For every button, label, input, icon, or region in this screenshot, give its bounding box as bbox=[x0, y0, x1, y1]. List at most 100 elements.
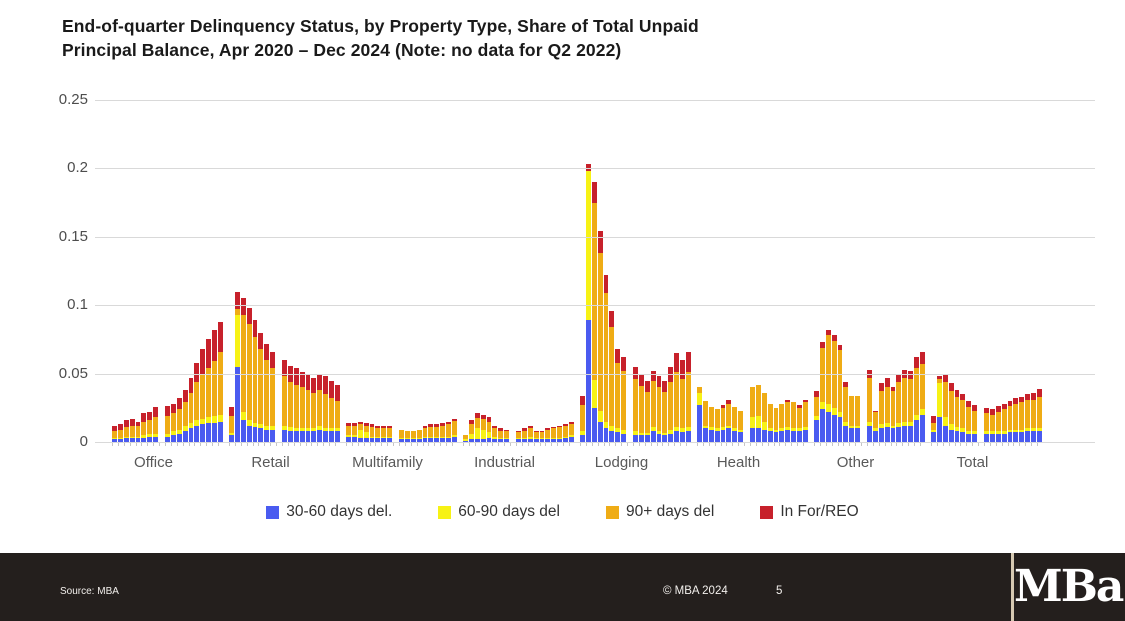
quarter-bar bbox=[960, 100, 966, 446]
bar-segment bbox=[212, 361, 218, 417]
bar-segment bbox=[831, 407, 837, 415]
bar-segment bbox=[995, 431, 1001, 434]
bar-segment bbox=[989, 433, 995, 442]
bar-segment bbox=[702, 428, 708, 442]
bar-segment bbox=[498, 437, 504, 440]
bar-segment bbox=[452, 436, 457, 442]
x-axis-group-label: Office bbox=[134, 454, 173, 471]
quarter-bar bbox=[744, 100, 749, 446]
bar-segment bbox=[914, 368, 920, 415]
bar-segment bbox=[686, 427, 691, 432]
chart-title-line1: End-of-quarter Delinquency Status, by Pr… bbox=[62, 16, 699, 36]
bar-segment bbox=[182, 390, 188, 403]
bar-segment bbox=[240, 420, 246, 442]
bar-segment bbox=[708, 406, 714, 428]
bar-segment bbox=[819, 342, 825, 348]
bar-segment bbox=[335, 431, 340, 442]
bar-segment bbox=[545, 428, 551, 430]
quarter-bar bbox=[902, 100, 908, 446]
legend-item: 60-90 days del bbox=[438, 503, 560, 521]
bar-segment bbox=[557, 437, 563, 440]
bar-segment bbox=[984, 433, 989, 442]
bar-segment bbox=[504, 437, 510, 440]
bar-segment bbox=[1019, 396, 1025, 403]
bar-segment bbox=[843, 421, 849, 426]
quarter-bar bbox=[569, 100, 574, 446]
bar-segment bbox=[153, 433, 159, 437]
bar-segment bbox=[252, 422, 258, 427]
quarter-bar bbox=[510, 100, 515, 446]
bar-segment bbox=[878, 391, 884, 425]
bar-segment bbox=[351, 436, 357, 442]
bar-segment bbox=[498, 431, 504, 438]
bar-segment bbox=[585, 320, 591, 442]
bar-segment bbox=[474, 428, 480, 440]
bar-segment bbox=[329, 431, 335, 442]
bar-segment bbox=[422, 425, 428, 429]
quarter-bar bbox=[159, 100, 164, 446]
bar-segment bbox=[452, 435, 457, 437]
bar-segment bbox=[896, 375, 902, 382]
bar-segment bbox=[123, 437, 129, 442]
quarter-bar bbox=[668, 100, 674, 446]
quarter-bar bbox=[486, 100, 492, 446]
y-axis-tick-label: 0 bbox=[79, 433, 88, 450]
bar-segment bbox=[428, 424, 434, 427]
bar-segment bbox=[305, 375, 311, 391]
bar-segment bbox=[779, 403, 785, 429]
bar-segment bbox=[323, 394, 329, 429]
y-axis-tick-label: 0.2 bbox=[67, 159, 88, 177]
bar-segment bbox=[446, 437, 452, 442]
bar-segment bbox=[539, 437, 545, 440]
quarter-bar bbox=[814, 100, 819, 446]
bar-segment bbox=[486, 417, 492, 422]
property-type-cluster: Industrial bbox=[463, 100, 574, 471]
quarter-bar bbox=[551, 100, 557, 446]
bar-segment bbox=[270, 368, 276, 426]
bar-segment bbox=[182, 402, 188, 426]
bar-segment bbox=[463, 439, 468, 441]
bar-segment bbox=[147, 411, 153, 421]
bar-segment bbox=[240, 314, 246, 412]
quarter-bar bbox=[539, 100, 545, 446]
bar-segment bbox=[410, 431, 416, 438]
quarter-bar bbox=[317, 100, 323, 446]
quarter-bar bbox=[246, 100, 252, 446]
quarter-bar bbox=[638, 100, 644, 446]
bar-segment bbox=[615, 348, 621, 363]
quarter-bar bbox=[282, 100, 287, 446]
bar-segment bbox=[182, 425, 188, 432]
bar-segment bbox=[872, 410, 878, 413]
bar-segment bbox=[492, 439, 498, 442]
quarter-bar bbox=[468, 100, 474, 446]
bar-segment bbox=[434, 424, 440, 427]
bar-segment bbox=[890, 425, 896, 429]
mba-logo: MBa. bbox=[1014, 561, 1125, 612]
legend-swatch bbox=[438, 505, 452, 519]
bar-segment bbox=[381, 436, 387, 438]
quarter-bar bbox=[381, 100, 387, 446]
bar-segment bbox=[984, 407, 989, 414]
bar-segment bbox=[194, 420, 200, 426]
bar-segment bbox=[1001, 433, 1007, 442]
bar-segment bbox=[468, 439, 474, 442]
bar-segment bbox=[580, 435, 585, 442]
bar-segment bbox=[960, 428, 966, 433]
bar-segment bbox=[218, 414, 223, 422]
bar-segment bbox=[404, 439, 410, 442]
quarter-bar bbox=[720, 100, 726, 446]
bar-segment bbox=[761, 392, 767, 422]
quarter-bar bbox=[633, 100, 638, 446]
bar-segment bbox=[258, 428, 264, 442]
bar-segment bbox=[773, 429, 779, 433]
x-axis-group-label: Industrial bbox=[474, 454, 535, 471]
bar-segment bbox=[662, 380, 668, 392]
bar-segment bbox=[867, 377, 872, 422]
bar-segment bbox=[563, 437, 569, 442]
bar-segment bbox=[258, 424, 264, 429]
bar-segment bbox=[650, 427, 656, 432]
quarter-bar bbox=[335, 100, 340, 446]
bar-segment bbox=[726, 425, 732, 429]
bar-segment bbox=[404, 437, 410, 440]
quarter-bar bbox=[686, 100, 691, 446]
